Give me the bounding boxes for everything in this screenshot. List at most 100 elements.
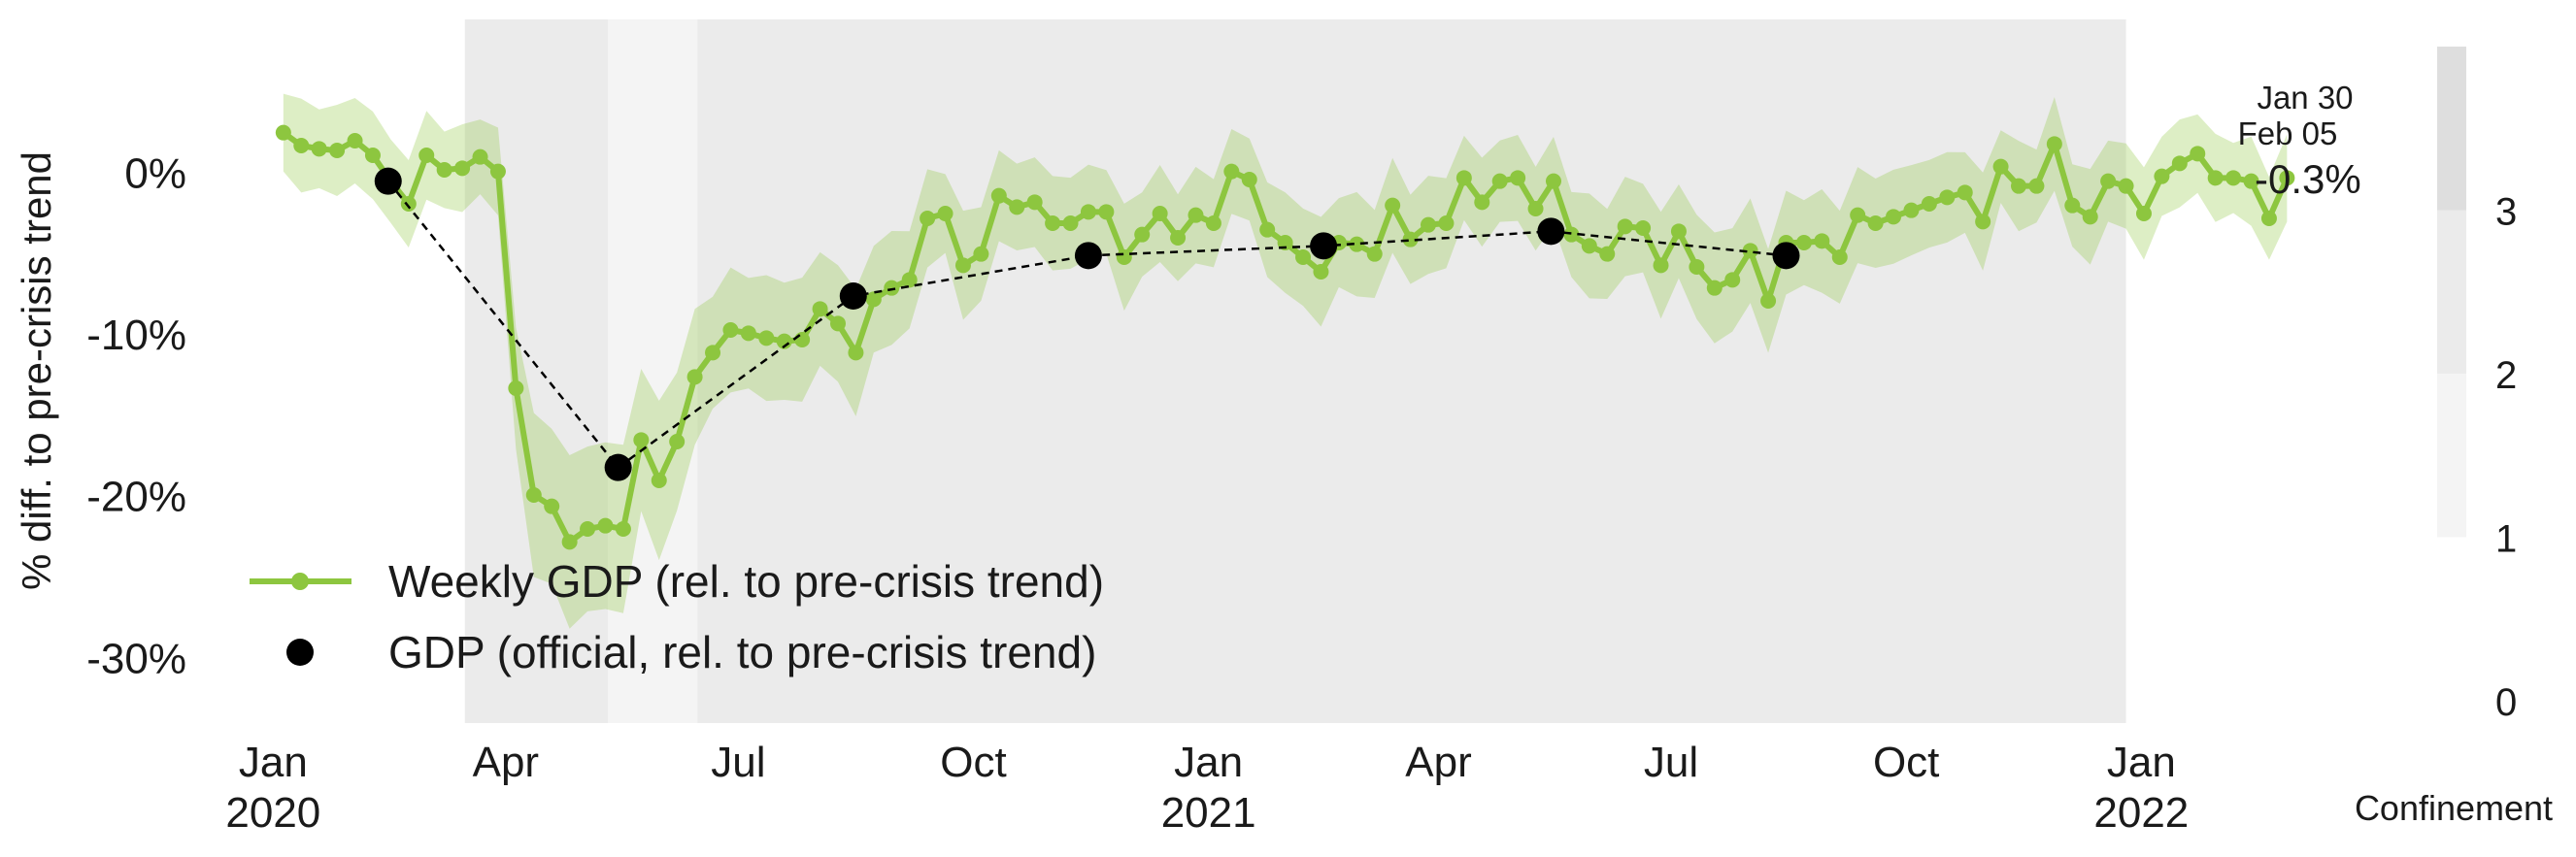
weekly-gdp-point-19 — [615, 521, 631, 537]
colorbar-tick-3: 3 — [2495, 191, 2517, 234]
weekly-gdp-point-81 — [1724, 272, 1741, 288]
weekly-gdp-point-4 — [347, 133, 363, 148]
weekly-gdp-point-17 — [580, 521, 596, 537]
weekly-gdp-point-77 — [1653, 257, 1669, 274]
weekly-gdp-point-106 — [2171, 155, 2188, 172]
weekly-gdp-point-1 — [293, 138, 310, 153]
weekly-gdp-point-30 — [812, 301, 828, 317]
official-gdp-series — [374, 167, 1800, 481]
weekly-gdp-point-108 — [2207, 170, 2224, 186]
x-tick-label-5: Apr — [1405, 739, 1471, 786]
weekly-gdp-point-88 — [1850, 207, 1866, 223]
weekly-gdp-point-72 — [1563, 226, 1580, 243]
weekly-gdp-point-3 — [329, 143, 346, 158]
y-tick-label-0: 0% — [124, 149, 186, 197]
weekly-gdp-point-63 — [1402, 231, 1419, 247]
y-tick-label-2: -20% — [86, 474, 186, 521]
weekly-gdp-point-110 — [2243, 173, 2259, 189]
legend: Weekly GDP (rel. to pre-crisis trend) GD… — [250, 556, 1104, 677]
weekly-gdp-point-65 — [1438, 215, 1455, 231]
weekly-gdp-point-40 — [990, 187, 1007, 204]
weekly-gdp-point-89 — [1867, 215, 1884, 231]
weekly-gdp-point-103 — [2118, 178, 2134, 194]
weekly-gdp-point-79 — [1689, 259, 1705, 275]
annotation-date-1: Jan 30 — [2257, 80, 2353, 115]
weekly-gdp-point-28 — [776, 333, 792, 349]
weekly-gdp-point-21 — [651, 473, 667, 488]
colorbar-tick-2: 2 — [2495, 354, 2517, 397]
x-tick-label-1: Apr — [473, 739, 539, 786]
colorbar-tick-1: 1 — [2495, 518, 2517, 561]
weekly-gdp-point-102 — [2100, 173, 2117, 189]
weekly-gdp-point-86 — [1814, 233, 1830, 249]
weekly-gdp-point-51 — [1188, 207, 1204, 223]
weekly-gdp-point-95 — [1975, 214, 1991, 230]
weekly-gdp-point-14 — [525, 487, 542, 503]
official-gdp-point-2 — [839, 282, 867, 310]
colorbar-title: Confinement — [2355, 788, 2553, 828]
weekly-gdp-point-25 — [722, 322, 739, 338]
official-gdp-point-5 — [1537, 217, 1565, 246]
weekly-gdp-point-68 — [1491, 173, 1508, 189]
weekly-gdp-point-76 — [1635, 220, 1652, 236]
official-gdp-point-1 — [604, 453, 632, 481]
weekly-gdp-point-29 — [794, 332, 811, 347]
confinement-period-1 — [608, 19, 698, 723]
x-tick-year-0: 2020 — [225, 789, 320, 837]
weekly-gdp-point-69 — [1510, 170, 1526, 186]
confinement-shading — [464, 19, 2126, 723]
x-tick-year-4: 2021 — [1161, 789, 1256, 837]
confinement-period-2 — [697, 19, 2126, 723]
legend-official-marker — [286, 639, 314, 666]
weekly-gdp-point-62 — [1385, 197, 1401, 214]
weekly-gdp-point-11 — [472, 148, 488, 165]
weekly-gdp-point-101 — [2082, 209, 2098, 225]
y-axis: 0% -10% -20% -30% — [86, 149, 186, 682]
weekly-gdp-point-85 — [1795, 235, 1812, 250]
weekly-gdp-point-87 — [1831, 249, 1848, 265]
weekly-gdp-point-91 — [1903, 202, 1920, 218]
weekly-gdp-point-18 — [597, 517, 614, 534]
weekly-gdp-point-112 — [2279, 170, 2295, 186]
weekly-gdp-point-26 — [740, 325, 756, 342]
weekly-gdp-point-24 — [705, 345, 721, 361]
weekly-gdp-point-82 — [1742, 243, 1758, 259]
weekly-gdp-point-12 — [489, 163, 506, 180]
weekly-gdp-point-73 — [1581, 238, 1597, 254]
weekly-gdp-point-67 — [1474, 194, 1490, 211]
confinement-period-0 — [464, 19, 609, 723]
weekly-gdp-point-7 — [400, 196, 417, 212]
weekly-gdp-point-54 — [1241, 172, 1257, 187]
weekly-gdp-point-38 — [954, 257, 971, 274]
weekly-gdp-point-92 — [1921, 196, 1937, 212]
weekly-gdp-point-10 — [454, 160, 471, 177]
weekly-gdp-point-13 — [508, 380, 524, 396]
weekly-gdp-point-74 — [1599, 246, 1616, 262]
confidence-band — [283, 93, 2288, 629]
weekly-gdp-point-36 — [920, 211, 936, 226]
weekly-gdp-point-41 — [1009, 199, 1025, 215]
x-tick-label-2: Jul — [711, 739, 765, 786]
weekly-gdp-point-31 — [830, 315, 847, 332]
x-tick-year-8: 2022 — [2093, 789, 2189, 837]
weekly-gdp-point-43 — [1045, 215, 1061, 231]
official-gdp-point-0 — [374, 167, 402, 195]
weekly-gdp-point-27 — [758, 330, 775, 346]
weekly-gdp-point-64 — [1421, 216, 1437, 233]
weekly-gdp-point-98 — [2028, 178, 2045, 194]
x-tick-label-7: Oct — [1873, 739, 1939, 786]
official-gdp-point-3 — [1074, 242, 1102, 270]
weekly-gdp-point-37 — [937, 206, 953, 221]
weekly-gdp-point-70 — [1527, 201, 1544, 216]
legend-weekly-marker — [291, 573, 309, 590]
uncertainty-band — [283, 93, 2288, 629]
weekly-gdp-point-50 — [1170, 230, 1187, 246]
weekly-gdp-point-58 — [1313, 264, 1329, 280]
colorbar-segment-0 — [2437, 374, 2466, 538]
weekly-gdp-point-109 — [2225, 170, 2242, 186]
weekly-gdp-point-61 — [1366, 246, 1383, 262]
weekly-gdp-point-48 — [1134, 226, 1151, 243]
y-axis-label: % diff. to pre-crisis trend — [14, 151, 59, 590]
